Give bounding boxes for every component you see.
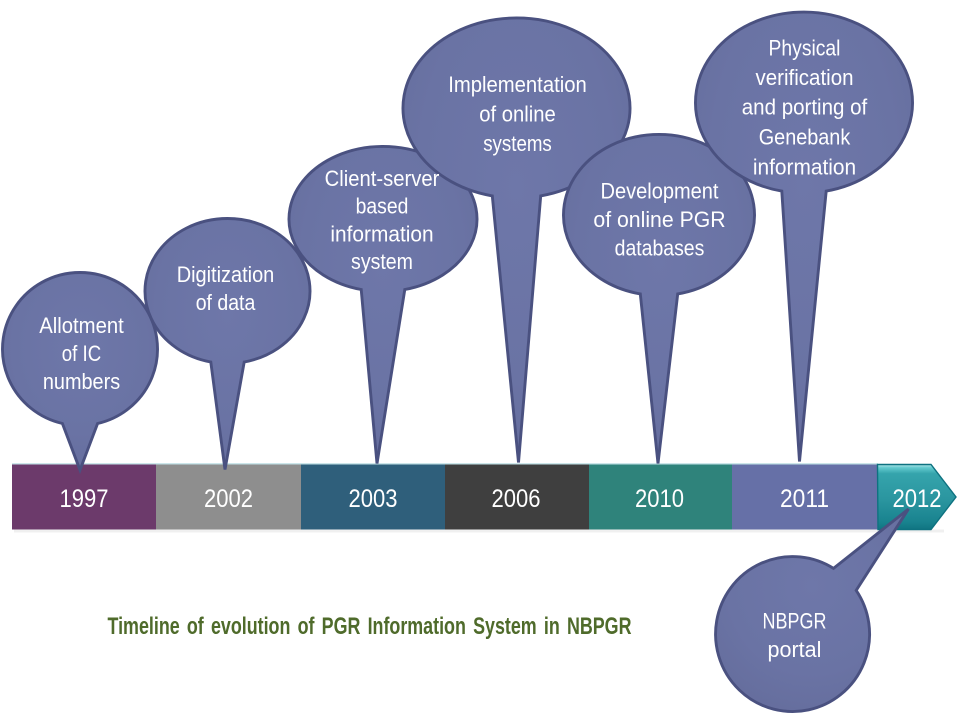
svg-text:of data: of data: [196, 290, 256, 315]
svg-text:Development: Development: [601, 179, 720, 204]
svg-text:2010: 2010: [635, 485, 684, 513]
svg-text:databases: databases: [615, 236, 705, 261]
svg-text:Physical: Physical: [769, 36, 841, 61]
svg-text:2002: 2002: [204, 485, 253, 513]
svg-text:Allotment: Allotment: [39, 313, 124, 338]
svg-text:2012: 2012: [893, 485, 942, 513]
svg-text:Implementation: Implementation: [448, 72, 587, 97]
svg-text:2011: 2011: [780, 485, 829, 513]
svg-text:verification: verification: [756, 65, 854, 90]
svg-text:based: based: [356, 194, 409, 219]
svg-text:Genebank: Genebank: [759, 125, 851, 150]
svg-text:Client-server: Client-server: [325, 166, 440, 191]
svg-text:of online: of online: [479, 102, 556, 127]
svg-text:portal: portal: [768, 637, 822, 662]
svg-text:information: information: [330, 222, 433, 247]
svg-text:system: system: [351, 249, 413, 274]
svg-text:Digitization: Digitization: [177, 262, 275, 287]
svg-text:1997: 1997: [60, 485, 109, 513]
svg-text:information: information: [753, 155, 856, 180]
svg-text:systems: systems: [483, 131, 552, 156]
svg-text:numbers: numbers: [43, 369, 120, 394]
svg-text:2003: 2003: [349, 485, 398, 513]
svg-text:and porting of: and porting of: [742, 95, 868, 120]
svg-text:NBPGR: NBPGR: [763, 609, 827, 634]
svg-text:Timeline of evolution of PGR I: Timeline of evolution of PGR Information…: [108, 613, 632, 640]
svg-text:of IC: of IC: [62, 341, 101, 366]
svg-text:2006: 2006: [492, 485, 541, 513]
svg-text:of online PGR: of online PGR: [593, 207, 725, 232]
